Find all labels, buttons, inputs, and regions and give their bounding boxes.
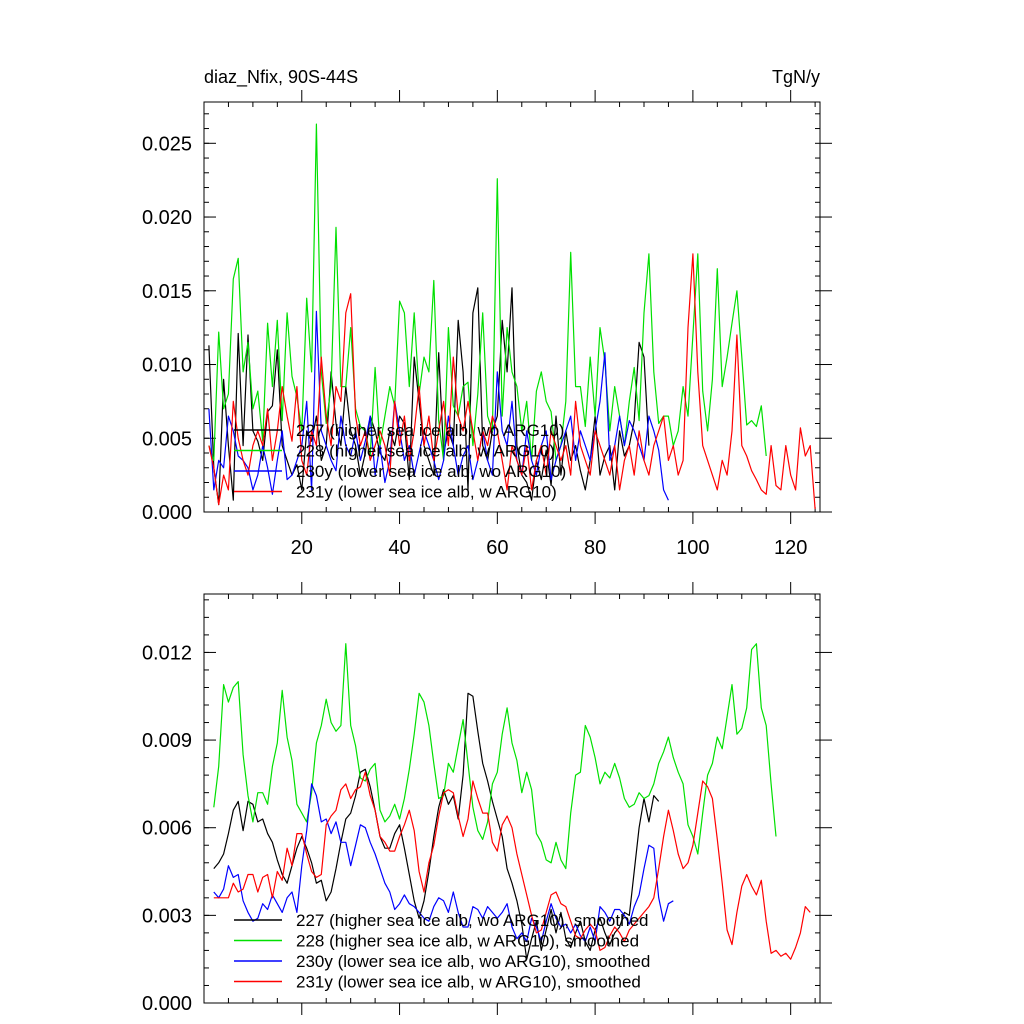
legend-label-0: 227 (higher sea ice alb, wo ARG10)	[296, 421, 564, 440]
bottom-panel: 0.000 0.003 0.006 0.009 0.012 227 (higher sea…	[142, 582, 832, 1015]
legend-label-0: 227 (higher sea ice alb, wo ARG10), smoo…	[296, 911, 648, 930]
series-line-1	[213, 643, 777, 870]
y-tick-label: 0.005	[142, 428, 192, 450]
y-tick-label: 0.000	[142, 502, 192, 524]
plot-frame	[203, 101, 821, 513]
legend-label-3: 231y (lower sea ice alb, w ARG10)	[296, 483, 557, 502]
x-tick-label: 100	[676, 537, 709, 559]
bottom-plot-area: 0.000 0.003 0.006 0.009 0.012 227 (higher sea…	[142, 582, 832, 1015]
legend-label-3: 231y (lower sea ice alb, w ARG10), smoot…	[296, 973, 641, 992]
y-tick-label: 0.010	[142, 355, 192, 377]
y-tick-label: 0.015	[142, 281, 192, 303]
series-line-2	[208, 310, 669, 501]
series-line-0	[208, 287, 650, 506]
legend-label-2: 230y (lower sea ice alb, wo ARG10)	[296, 462, 566, 481]
legend-label-1: 228 (higher sea ice alb, w ARG10), smoot…	[296, 932, 639, 951]
x-tick-label: 40	[388, 537, 410, 559]
y-tick-label: 0.020	[142, 207, 192, 229]
legend-label-2: 230y (lower sea ice alb, wo ARG10), smoo…	[296, 952, 650, 971]
x-tick-label: 80	[584, 537, 606, 559]
top-panel-units: TgN/y	[772, 67, 820, 87]
x-tick-label: 60	[486, 537, 508, 559]
top-panel-title: diaz_Nfix, 90S-44S	[204, 67, 358, 88]
top-plot-area: 0.000 0.005 0.010 0.015 0.020 0.025 20 40 60 80 10…	[142, 90, 832, 559]
plot-frame	[203, 593, 821, 1004]
legend-label-1: 228 (higher sea ice alb, w ARG10)	[296, 442, 555, 461]
y-tick-label: 0.003	[142, 905, 192, 927]
y-tick-label: 0.012	[142, 642, 192, 664]
x-tick-label: 120	[774, 537, 807, 559]
y-tick-label: 0.006	[142, 818, 192, 840]
y-tick-label: 0.009	[142, 730, 192, 752]
series-line-3	[208, 253, 816, 510]
series-line-2	[213, 783, 674, 943]
y-tick-label: 0.025	[142, 133, 192, 155]
y-tick-label: 0.000	[142, 993, 192, 1015]
series-line-0	[213, 692, 660, 960]
series-line-3	[213, 771, 811, 960]
top-panel: diaz_Nfix, 90S-44S TgN/y 0.000 0.005 0.010…	[142, 67, 832, 559]
x-tick-label: 20	[291, 537, 313, 559]
